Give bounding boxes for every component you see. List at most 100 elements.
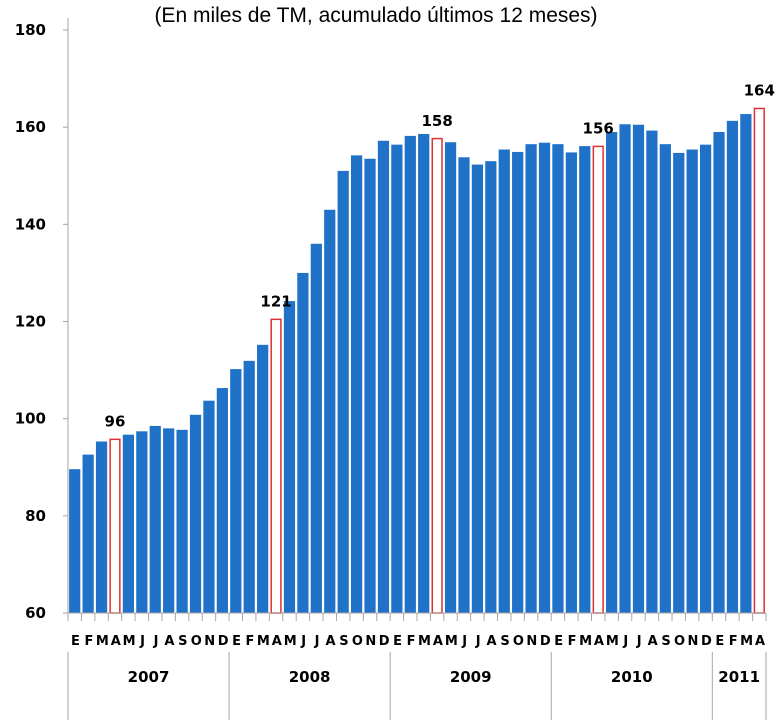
y-tick-label: 160 xyxy=(15,118,46,136)
year-label: 2008 xyxy=(289,668,331,686)
month-label: M xyxy=(123,634,135,649)
month-label: J xyxy=(314,634,319,649)
bar xyxy=(538,142,551,614)
month-label: J xyxy=(636,634,641,649)
month-label: F xyxy=(246,634,254,649)
month-label: F xyxy=(568,634,576,649)
month-label: E xyxy=(232,634,240,649)
month-label: O xyxy=(352,634,363,649)
month-label: J xyxy=(461,634,466,649)
month-label: O xyxy=(674,634,685,649)
month-label: M xyxy=(284,634,296,649)
y-tick-label: 120 xyxy=(15,313,46,331)
month-label: N xyxy=(687,634,697,649)
month-label: E xyxy=(715,634,723,649)
month-label: A xyxy=(433,634,443,649)
month-label: E xyxy=(71,634,79,649)
year-label: 2010 xyxy=(611,668,653,686)
bar xyxy=(122,434,135,613)
bar xyxy=(324,209,336,613)
bar xyxy=(686,149,698,613)
bar xyxy=(726,120,739,613)
bar xyxy=(512,151,524,614)
month-label: D xyxy=(701,634,712,649)
bar xyxy=(619,124,631,614)
bar-highlight xyxy=(753,107,765,614)
bar xyxy=(525,144,537,613)
bar xyxy=(350,155,363,613)
month-label: J xyxy=(139,634,144,649)
month-label: D xyxy=(218,634,229,649)
bar xyxy=(659,144,671,613)
bar xyxy=(632,124,645,614)
bar xyxy=(297,272,309,613)
bar xyxy=(498,149,510,613)
bar xyxy=(257,344,269,613)
month-label: S xyxy=(500,634,509,649)
bar xyxy=(458,157,470,613)
month-label: A xyxy=(164,634,174,649)
bar xyxy=(418,133,430,614)
month-label: J xyxy=(622,634,627,649)
month-label: E xyxy=(554,634,562,649)
data-label: 121 xyxy=(260,293,291,311)
data-label: 158 xyxy=(421,112,452,130)
month-label: N xyxy=(365,634,375,649)
month-label: A xyxy=(755,634,765,649)
bar xyxy=(377,140,390,613)
month-label: M xyxy=(740,634,752,649)
month-label: A xyxy=(648,634,658,649)
month-label: A xyxy=(325,634,335,649)
month-label: A xyxy=(487,634,497,649)
bar xyxy=(606,132,618,613)
data-label: 156 xyxy=(583,120,614,138)
bar xyxy=(740,114,752,613)
month-label: J xyxy=(300,634,305,649)
bar xyxy=(337,170,349,613)
bar xyxy=(216,388,228,613)
bar xyxy=(471,164,484,613)
bar-highlight xyxy=(109,438,121,614)
month-label: M xyxy=(579,634,591,649)
month-label: O xyxy=(513,634,524,649)
month-label: M xyxy=(445,634,457,649)
bar-highlight xyxy=(431,137,443,614)
month-label: A xyxy=(111,634,121,649)
bar-highlight xyxy=(270,318,282,614)
month-label: N xyxy=(526,634,536,649)
month-label: F xyxy=(729,634,737,649)
bar xyxy=(391,144,403,613)
bar xyxy=(713,132,725,613)
year-label: 2009 xyxy=(450,668,492,686)
data-label: 96 xyxy=(105,413,126,431)
month-label: F xyxy=(407,634,415,649)
bar xyxy=(444,142,457,614)
month-label: S xyxy=(661,634,670,649)
bar-highlight xyxy=(592,145,604,614)
y-tick-label: 100 xyxy=(15,410,46,428)
bar xyxy=(283,301,296,613)
y-tick-label: 140 xyxy=(15,215,46,233)
month-label: A xyxy=(272,634,282,649)
bar xyxy=(203,400,215,613)
y-tick-label: 180 xyxy=(15,21,46,39)
bar xyxy=(310,243,322,613)
bar xyxy=(82,454,94,613)
bar xyxy=(646,130,658,613)
bar xyxy=(136,431,148,613)
month-label: M xyxy=(257,634,269,649)
bar xyxy=(243,360,255,613)
bar xyxy=(189,414,202,613)
bar xyxy=(364,158,376,613)
bar xyxy=(69,469,81,613)
bar xyxy=(699,144,712,613)
month-label: A xyxy=(594,634,604,649)
month-label: M xyxy=(96,634,108,649)
y-tick-label: 80 xyxy=(25,507,46,525)
month-label: M xyxy=(606,634,618,649)
bar xyxy=(149,425,161,613)
month-label: D xyxy=(540,634,551,649)
month-label: J xyxy=(153,634,158,649)
month-label: N xyxy=(204,634,214,649)
